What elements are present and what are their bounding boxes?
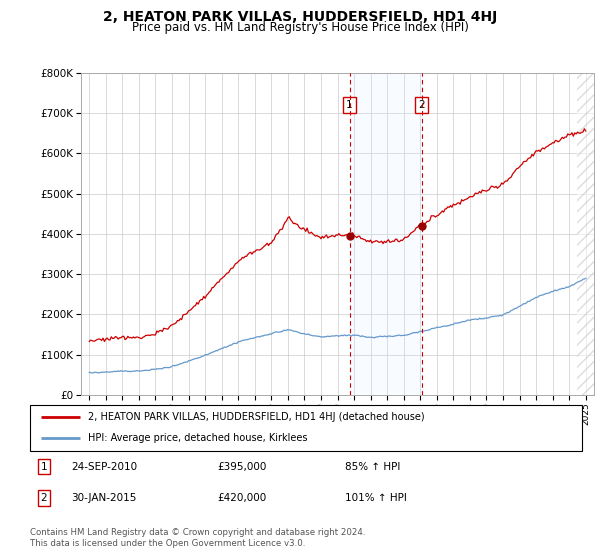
Text: 30-JAN-2015: 30-JAN-2015 bbox=[71, 493, 137, 503]
Bar bbox=[577, 73, 594, 395]
Text: 101% ↑ HPI: 101% ↑ HPI bbox=[344, 493, 407, 503]
Text: 85% ↑ HPI: 85% ↑ HPI bbox=[344, 461, 400, 472]
Text: 2, HEATON PARK VILLAS, HUDDERSFIELD, HD1 4HJ (detached house): 2, HEATON PARK VILLAS, HUDDERSFIELD, HD1… bbox=[88, 412, 425, 422]
Text: £420,000: £420,000 bbox=[218, 493, 267, 503]
Bar bbox=[350, 73, 422, 395]
Text: This data is licensed under the Open Government Licence v3.0.: This data is licensed under the Open Gov… bbox=[30, 539, 305, 548]
Text: 2: 2 bbox=[418, 100, 425, 110]
Text: 1: 1 bbox=[40, 461, 47, 472]
Text: 1: 1 bbox=[346, 100, 353, 110]
Text: Price paid vs. HM Land Registry's House Price Index (HPI): Price paid vs. HM Land Registry's House … bbox=[131, 21, 469, 34]
FancyBboxPatch shape bbox=[30, 405, 582, 451]
Text: 24-SEP-2010: 24-SEP-2010 bbox=[71, 461, 137, 472]
Text: HPI: Average price, detached house, Kirklees: HPI: Average price, detached house, Kirk… bbox=[88, 433, 307, 444]
Text: 2: 2 bbox=[40, 493, 47, 503]
Text: £395,000: £395,000 bbox=[218, 461, 267, 472]
Text: 2, HEATON PARK VILLAS, HUDDERSFIELD, HD1 4HJ: 2, HEATON PARK VILLAS, HUDDERSFIELD, HD1… bbox=[103, 10, 497, 24]
Bar bbox=[577, 73, 594, 395]
Text: Contains HM Land Registry data © Crown copyright and database right 2024.: Contains HM Land Registry data © Crown c… bbox=[30, 528, 365, 536]
